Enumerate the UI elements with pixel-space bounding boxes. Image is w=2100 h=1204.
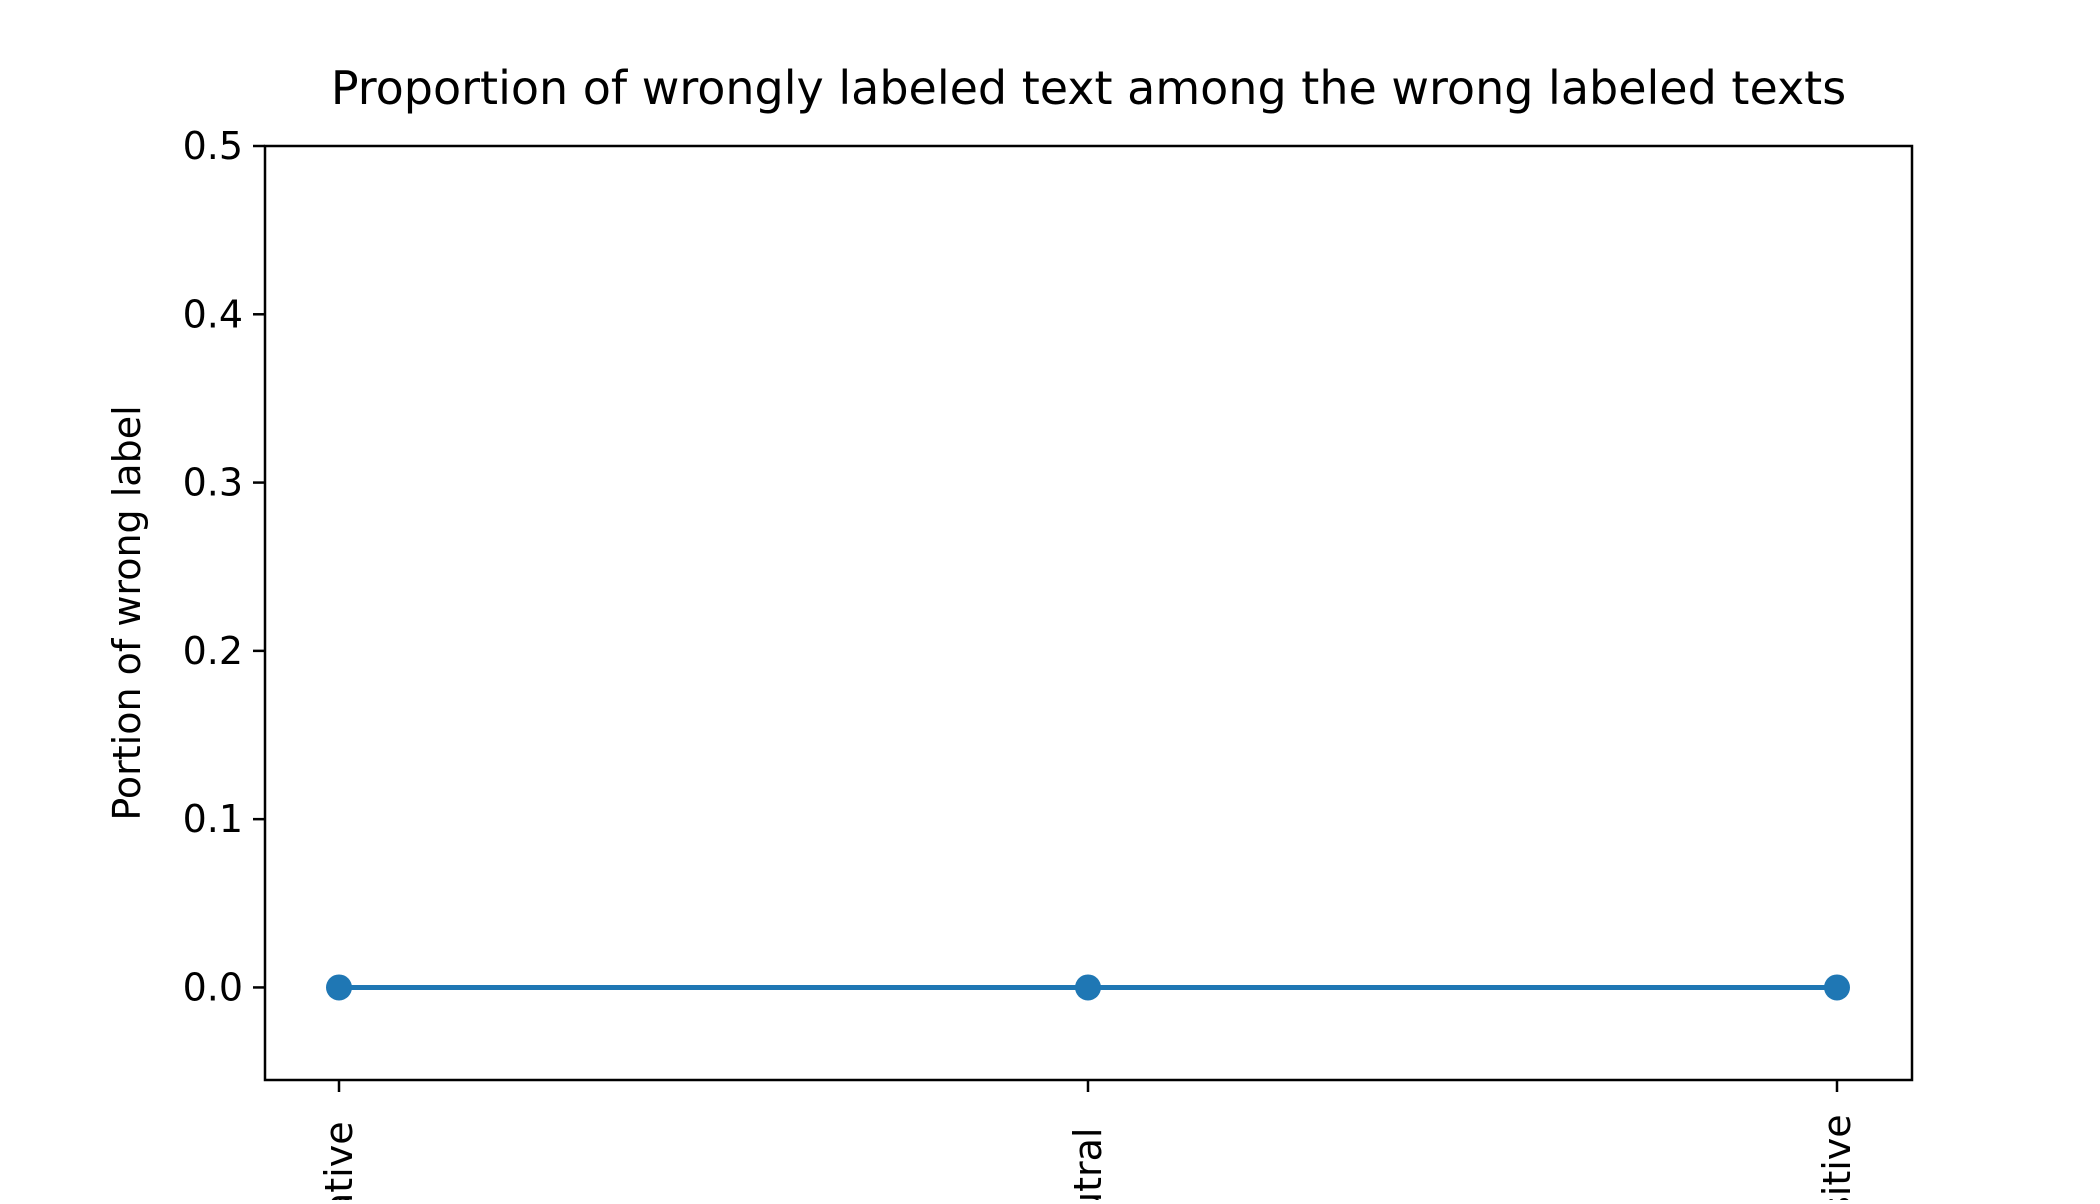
plot-area: [326, 974, 1850, 1001]
labels: 0.0 0.1 0.2 0.3 0.4 0.5 ative utral sitive Portio…: [105, 61, 1859, 1204]
chart-title: Proportion of wrongly labeled text among…: [331, 61, 1846, 115]
data-point-neutral: [1075, 974, 1101, 1001]
x-tick-label-negative: ative: [317, 1121, 361, 1200]
y-tick-label: 0.1: [183, 797, 243, 841]
y-tick-label: 0.5: [183, 124, 243, 168]
axes: [253, 144, 1914, 1092]
y-tick-label: 0.4: [183, 292, 243, 336]
axes-frame: [263, 144, 1914, 1082]
y-tick-label: 0.3: [183, 461, 243, 505]
x-tick-label-neutral: utral: [1066, 1128, 1110, 1200]
y-tick-label: 0.2: [183, 629, 243, 673]
y-tick-label: 0.0: [183, 965, 243, 1009]
data-point-negative: [326, 974, 352, 1001]
data-point-positive: [1824, 974, 1850, 1001]
y-axis-label: Portion of wrong label: [105, 405, 149, 820]
x-tick-label-positive: sitive: [1815, 1114, 1859, 1200]
